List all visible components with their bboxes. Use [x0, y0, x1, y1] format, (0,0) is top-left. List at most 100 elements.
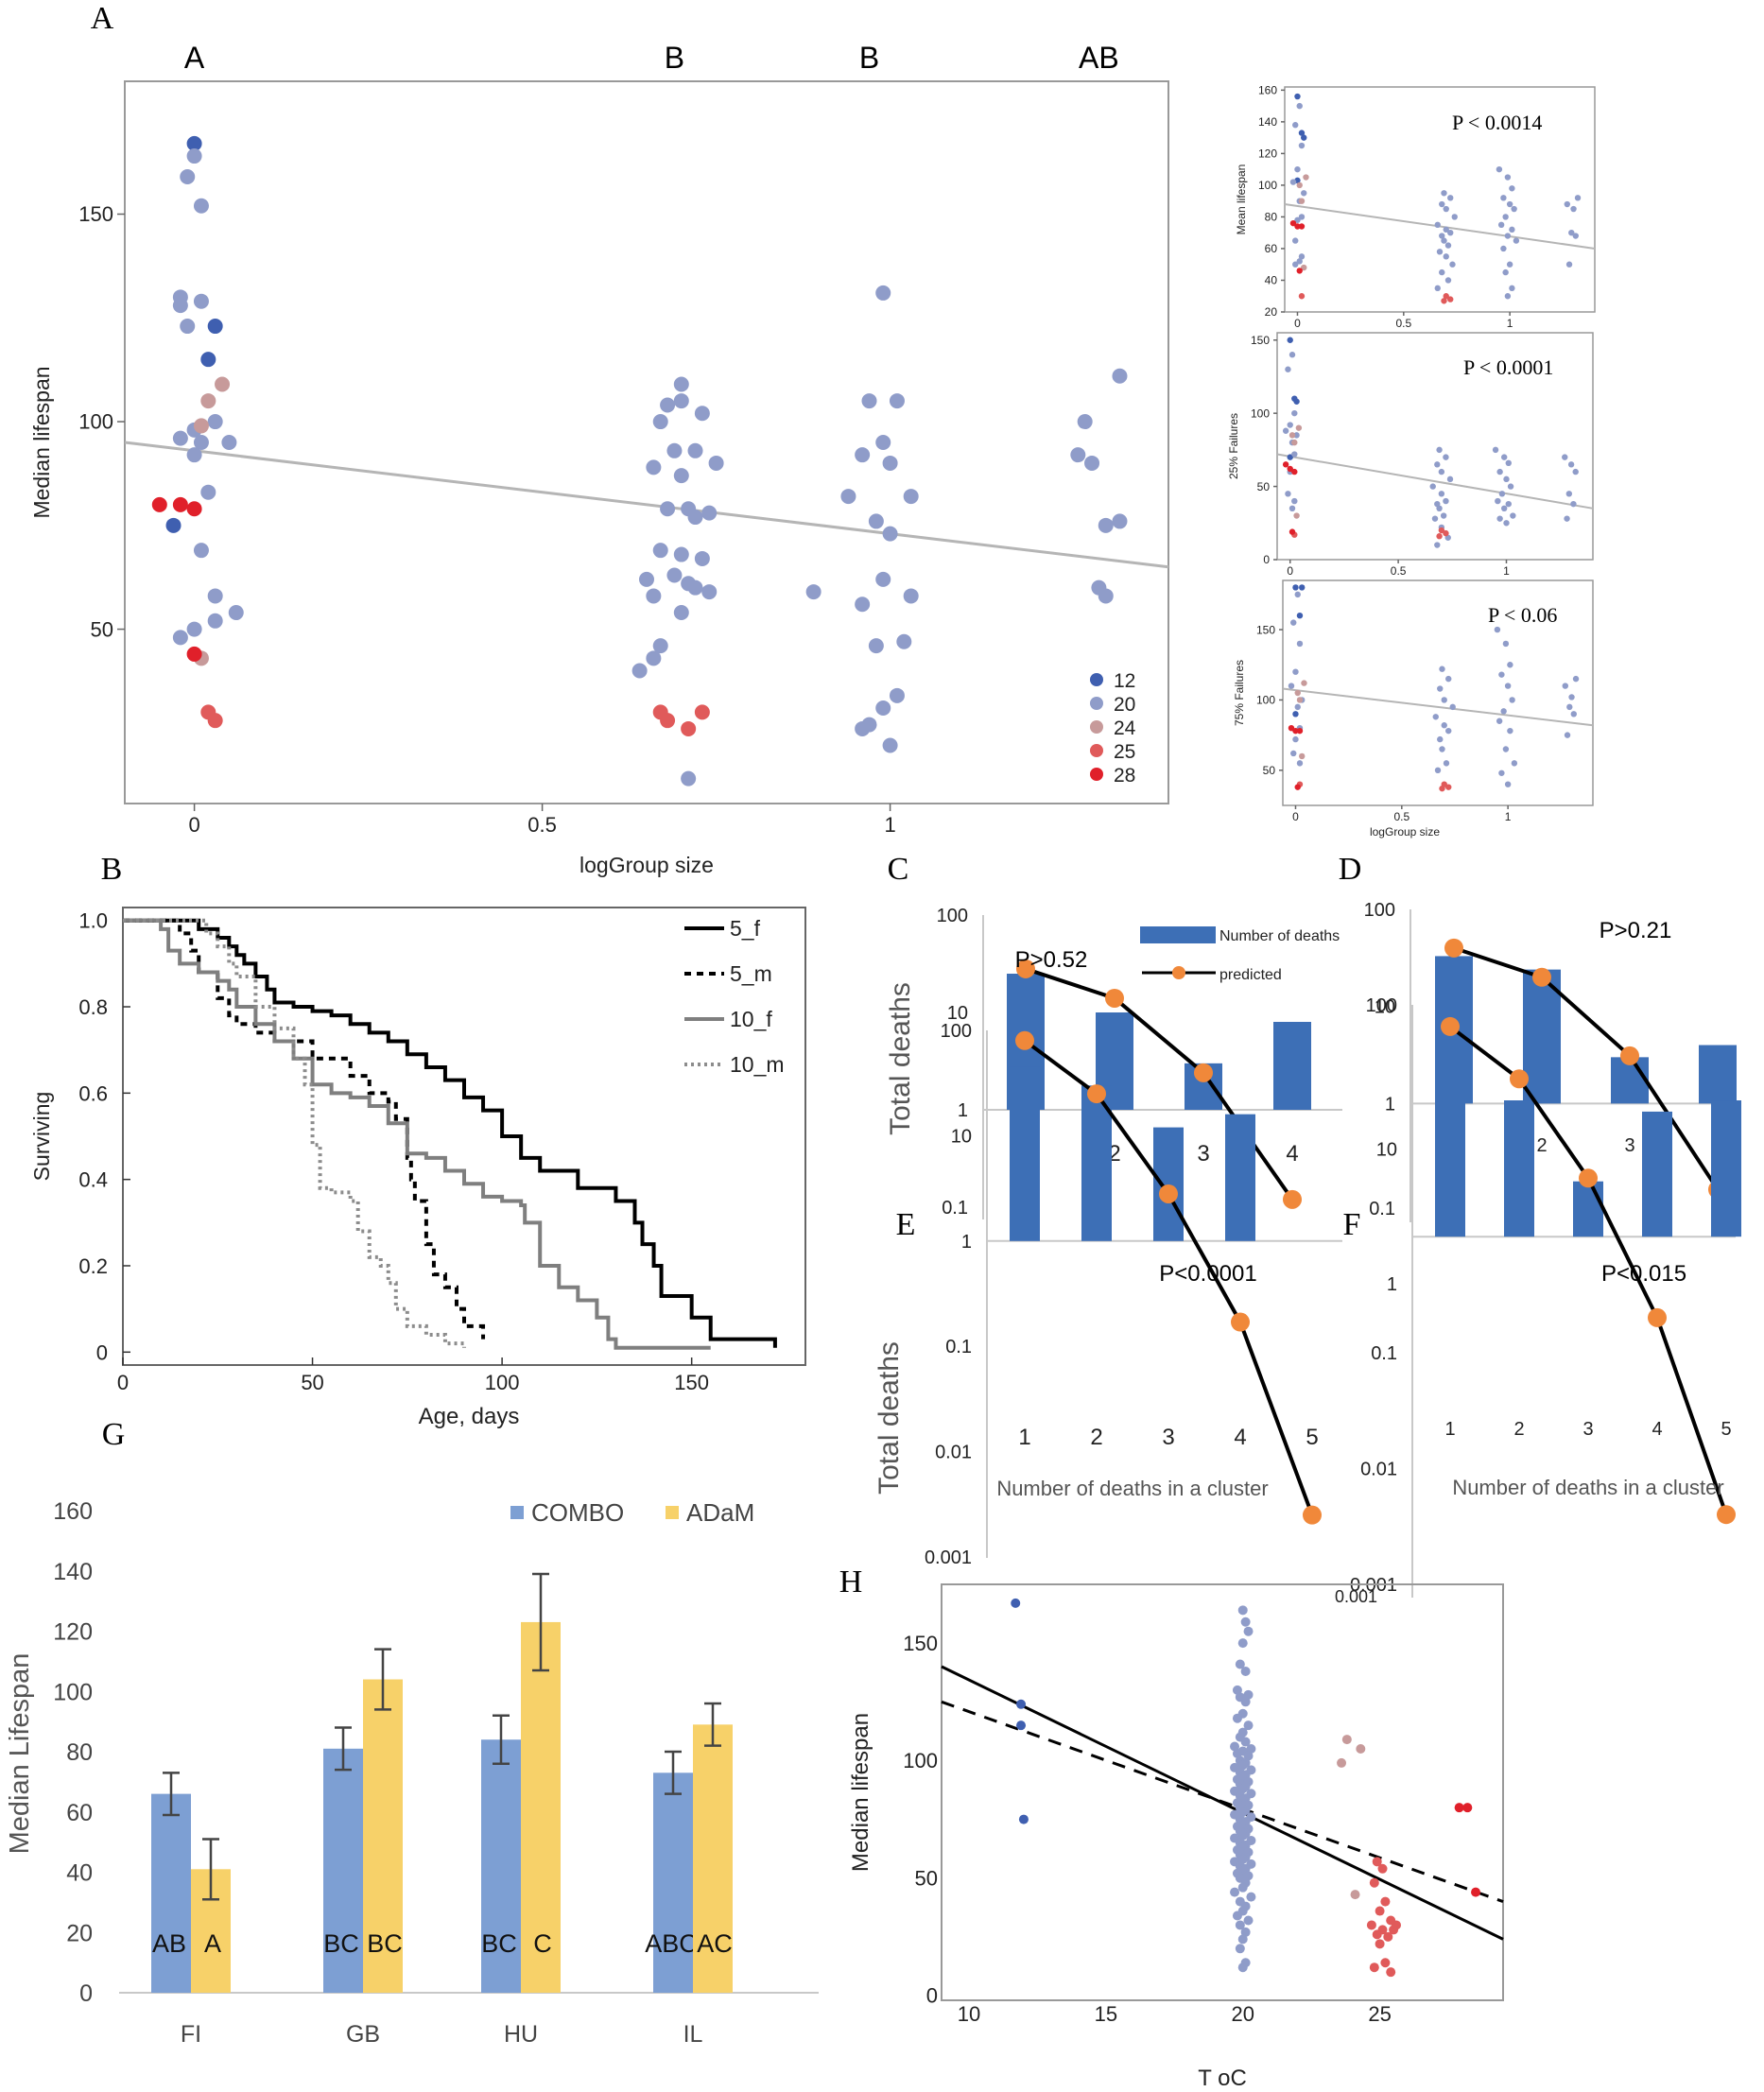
x-tick-label: 20 [1231, 2002, 1254, 2026]
point-28 [1291, 468, 1298, 475]
bar-deaths [1273, 1021, 1311, 1110]
point-20 [1237, 1638, 1248, 1649]
point-20 [701, 584, 718, 600]
bar-deaths [1711, 1100, 1741, 1237]
predicted-point [1579, 1168, 1598, 1188]
legend-swatch-bar [1140, 926, 1216, 943]
x-tick-label: 10 [958, 2002, 980, 2026]
point-20 [1497, 221, 1505, 229]
x-tick-label: 3 [1624, 1135, 1634, 1156]
point-20 [1504, 293, 1512, 300]
point-24 [1293, 512, 1300, 519]
point-20 [1285, 366, 1291, 372]
point-20 [1505, 500, 1512, 508]
legend-swatch-point [1172, 966, 1185, 979]
point-20 [1509, 285, 1515, 292]
point-20 [673, 605, 689, 621]
y-tick-label: 100 [937, 906, 968, 926]
point-20 [1506, 261, 1513, 268]
panel-letter: H [839, 1565, 863, 1599]
point-25 [1298, 293, 1306, 300]
y-tick-label: 100 [1364, 900, 1395, 921]
point-24 [1296, 182, 1303, 189]
point-20 [1565, 491, 1573, 497]
point-20 [1436, 249, 1444, 255]
point-28 [1471, 1887, 1481, 1897]
point-20 [861, 393, 877, 409]
point-20 [1492, 446, 1499, 454]
point-28 [1454, 1803, 1464, 1813]
point-12 [1292, 711, 1299, 718]
point-20 [1451, 214, 1458, 220]
x-tick-label: 150 [674, 1371, 709, 1394]
predicted-point [1159, 1184, 1178, 1203]
point-20 [1498, 671, 1505, 678]
point-28 [186, 501, 202, 517]
point-20 [1445, 727, 1452, 735]
panel-A-mini-3: 50 100 150 0 0.5 1 75% Failures logGroup size P … [1233, 579, 1594, 839]
y-tick-label: 140 [53, 1559, 93, 1585]
y-tick-label: 0.2 [78, 1254, 108, 1278]
point-20 [1440, 512, 1447, 519]
point-28 [186, 646, 202, 662]
point-20 [1292, 735, 1299, 743]
x-tick-label: 3 [1197, 1141, 1209, 1167]
panel-letter: A [91, 1, 114, 36]
point-20 [1498, 769, 1505, 776]
point-20 [694, 406, 710, 422]
point-20 [180, 168, 196, 184]
bar-ADaM [693, 1724, 733, 1993]
y-tick-label: 10 [951, 1126, 972, 1147]
point-20 [1293, 432, 1300, 439]
predicted-point [1717, 1505, 1736, 1525]
point-20 [646, 459, 662, 475]
point-20 [1509, 697, 1515, 703]
point-20 [1500, 195, 1507, 201]
point-20 [1070, 447, 1086, 463]
point-20 [687, 579, 703, 596]
point-20 [1511, 205, 1517, 213]
group-letter: C [533, 1929, 552, 1958]
point-28 [1296, 727, 1304, 735]
x-tick-label: 1 [1507, 317, 1513, 330]
point-24 [1303, 174, 1309, 181]
point-20 [1235, 1920, 1245, 1930]
dashed-fit-line [941, 1700, 1504, 1904]
point-20 [1441, 722, 1447, 729]
point-25 [681, 720, 697, 736]
y-tick-label: 0.001 [925, 1547, 972, 1568]
point-20 [673, 376, 689, 392]
legend-label: COMBO [531, 1498, 624, 1527]
point-20 [805, 584, 821, 600]
group-letter: A [204, 1929, 221, 1958]
x-tick-label: 2 [1536, 1135, 1547, 1156]
point-20 [193, 293, 209, 309]
point-20 [1568, 229, 1575, 236]
y-tick-label: 0 [1263, 553, 1270, 566]
y-tick-label: 60 [1265, 242, 1278, 255]
x-tick-label: 0 [1287, 564, 1293, 578]
y-tick-label: 0.1 [1369, 1199, 1395, 1219]
point-20 [1285, 491, 1291, 497]
point-12 [1298, 130, 1306, 136]
point-20 [207, 588, 223, 604]
panel-letter: G [102, 1417, 126, 1452]
group-letter: A [184, 41, 205, 75]
point-20 [1441, 237, 1447, 244]
predicted-point [1194, 1063, 1213, 1082]
legend-label: ADaM [686, 1498, 754, 1527]
point-20 [1443, 454, 1449, 460]
point-20 [1437, 685, 1444, 692]
point-20 [840, 489, 856, 505]
point-20 [868, 513, 884, 529]
legend-label: 10_m [730, 1052, 785, 1077]
point-20 [1439, 746, 1445, 752]
x-tick-label: 4 [1652, 1419, 1662, 1440]
predicted-point [1441, 1016, 1460, 1036]
point-20 [1298, 253, 1306, 260]
panel-B: 0 0.2 0.4 0.6 0.8 1.0 0 50 100 150 5_f 5_m 10_f 10_m B… [29, 852, 806, 1429]
y-tick-label: 140 [1258, 115, 1277, 129]
point-20 [666, 442, 683, 458]
point-20 [1503, 520, 1510, 527]
